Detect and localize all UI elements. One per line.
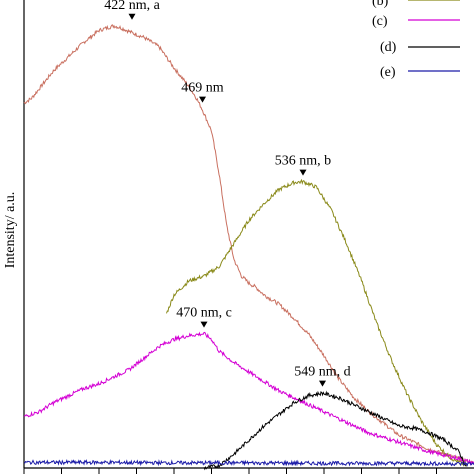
legend: (b) (c) (d) (e) xyxy=(372,0,460,80)
peak-label: 422 nm, a xyxy=(104,0,160,13)
legend-item-c: (c) xyxy=(372,14,460,29)
peak-marker xyxy=(199,96,206,103)
x-ticks xyxy=(23,468,437,474)
peak-marker xyxy=(200,321,208,328)
peak-label: 470 nm, c xyxy=(176,306,232,321)
legend-item-e: (e) xyxy=(380,65,460,80)
series-line-a xyxy=(23,24,474,465)
legend-label-c: (c) xyxy=(372,14,388,29)
peak-marker xyxy=(128,13,136,20)
series-line-d xyxy=(203,390,467,471)
legend-item-b: (b) xyxy=(372,0,460,9)
series-layer xyxy=(23,24,474,471)
legend-label-e: (e) xyxy=(380,65,396,80)
legend-label-d: (d) xyxy=(380,40,397,55)
series-line-e xyxy=(24,458,474,467)
peak-marker xyxy=(319,380,326,387)
axes xyxy=(23,0,474,474)
peak-label: 536 nm, b xyxy=(275,154,331,169)
series-line-c xyxy=(23,331,474,466)
peak-marker xyxy=(299,169,307,176)
y-axis-label: Intensity/ a.u. xyxy=(3,192,18,269)
legend-item-d: (d) xyxy=(380,40,460,55)
annotation-layer: 422 nm, a 469 nm 536 nm, b 470 nm, c 549 nm,… xyxy=(104,0,351,387)
peak-label: 469 nm xyxy=(181,81,224,96)
series-line-b xyxy=(166,178,467,467)
peak-label: 549 nm, d xyxy=(294,365,350,380)
legend-label-b: (b) xyxy=(372,0,389,9)
